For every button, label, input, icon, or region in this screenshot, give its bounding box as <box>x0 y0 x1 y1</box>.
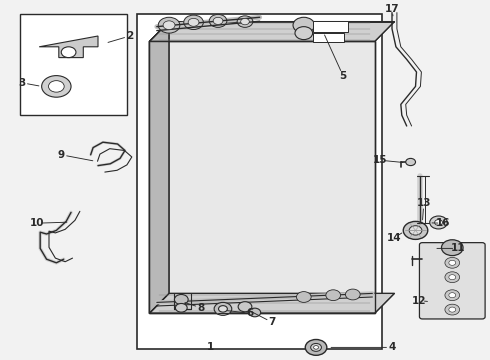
Circle shape <box>449 275 456 280</box>
Circle shape <box>430 216 447 229</box>
Bar <box>149 41 375 313</box>
Circle shape <box>163 21 175 30</box>
Circle shape <box>403 221 428 239</box>
Text: 12: 12 <box>412 296 426 306</box>
Text: 4: 4 <box>388 342 396 352</box>
Text: 3: 3 <box>19 78 25 88</box>
Polygon shape <box>149 22 169 313</box>
Circle shape <box>409 226 422 235</box>
Circle shape <box>175 303 187 312</box>
Circle shape <box>61 47 76 58</box>
Text: 13: 13 <box>416 198 431 208</box>
Circle shape <box>237 16 253 27</box>
Text: 10: 10 <box>29 218 44 228</box>
Circle shape <box>406 158 416 166</box>
Text: 17: 17 <box>385 4 399 14</box>
Circle shape <box>219 306 227 312</box>
Circle shape <box>305 339 327 355</box>
Polygon shape <box>39 36 98 58</box>
Circle shape <box>345 289 360 300</box>
Circle shape <box>42 76 71 97</box>
Circle shape <box>435 220 442 225</box>
Bar <box>20 14 127 115</box>
Text: 8: 8 <box>197 303 204 313</box>
Text: 14: 14 <box>387 233 402 243</box>
Text: 7: 7 <box>268 317 276 327</box>
Bar <box>149 41 375 313</box>
Circle shape <box>311 343 321 351</box>
Circle shape <box>449 307 456 312</box>
Circle shape <box>174 294 188 305</box>
Polygon shape <box>149 22 394 41</box>
Polygon shape <box>149 293 394 313</box>
Bar <box>137 14 382 349</box>
Circle shape <box>295 27 313 40</box>
Circle shape <box>209 14 227 27</box>
Circle shape <box>296 292 311 302</box>
FancyBboxPatch shape <box>419 243 485 319</box>
Text: 6: 6 <box>246 308 253 318</box>
Circle shape <box>314 346 318 349</box>
Text: 2: 2 <box>126 31 133 41</box>
Bar <box>313 33 344 42</box>
Circle shape <box>249 308 261 317</box>
Circle shape <box>49 81 64 92</box>
Text: 15: 15 <box>372 155 387 165</box>
Text: 1: 1 <box>207 342 214 352</box>
Text: 5: 5 <box>340 71 346 81</box>
Circle shape <box>238 302 252 312</box>
Circle shape <box>445 272 460 283</box>
Circle shape <box>449 293 456 298</box>
Circle shape <box>441 240 463 256</box>
Circle shape <box>445 290 460 301</box>
Text: 11: 11 <box>451 243 465 253</box>
Circle shape <box>184 15 203 30</box>
Circle shape <box>241 18 249 25</box>
Circle shape <box>449 260 456 265</box>
Circle shape <box>213 17 223 24</box>
Circle shape <box>326 290 341 301</box>
Text: 9: 9 <box>58 150 65 160</box>
Text: 16: 16 <box>436 218 451 228</box>
Circle shape <box>188 18 199 26</box>
Circle shape <box>445 304 460 315</box>
Circle shape <box>158 17 180 33</box>
Circle shape <box>445 257 460 268</box>
Circle shape <box>214 302 232 315</box>
Circle shape <box>293 17 315 33</box>
Bar <box>313 21 348 32</box>
